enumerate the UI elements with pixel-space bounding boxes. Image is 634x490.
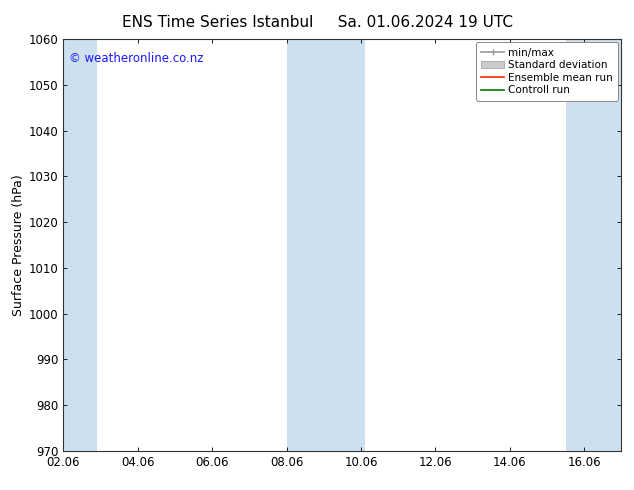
Legend: min/max, Standard deviation, Ensemble mean run, Controll run: min/max, Standard deviation, Ensemble me… [476,42,618,100]
Bar [63,39,97,451]
Text: © weatheronline.co.nz: © weatheronline.co.nz [69,51,204,65]
Text: ENS Time Series Istanbul     Sa. 01.06.2024 19 UTC: ENS Time Series Istanbul Sa. 01.06.2024 … [122,15,512,30]
Bar [566,39,621,451]
Bar [287,39,365,451]
Y-axis label: Surface Pressure (hPa): Surface Pressure (hPa) [11,174,25,316]
